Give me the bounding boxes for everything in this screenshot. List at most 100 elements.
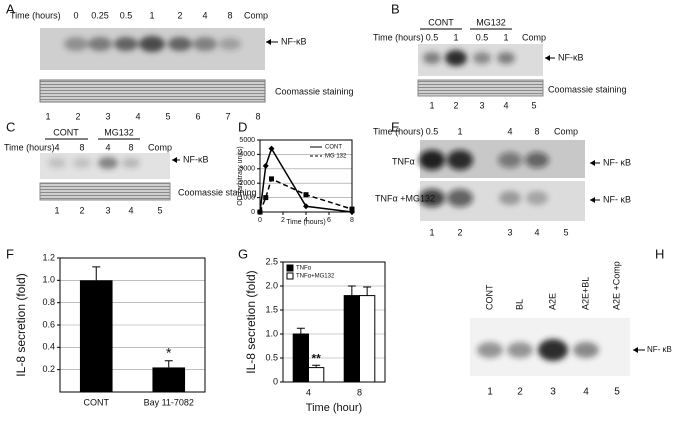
lane-number: 4 — [135, 111, 140, 121]
gel-a — [39, 28, 278, 103]
lane-number: 1 — [429, 100, 434, 110]
y-tick-label: 2.5 — [265, 256, 278, 266]
x-axis-label: Time (hours) — [286, 219, 325, 226]
lane-number: 2 — [457, 227, 462, 237]
lane-label: 4 — [54, 142, 59, 152]
x-tick-label: 2 — [281, 217, 285, 224]
band-label: NF-κB — [281, 36, 307, 46]
bar — [308, 367, 325, 383]
lane-label: 1 — [457, 126, 462, 136]
lane-label: 1 — [503, 32, 508, 42]
error-bar — [164, 360, 173, 368]
lane-number: 4 — [534, 227, 539, 237]
x-axis-label: Time (hour) — [306, 402, 362, 414]
point — [303, 192, 309, 198]
x-tick-label: 4 — [306, 387, 311, 397]
lane-number: 5 — [531, 100, 536, 110]
y-tick-label: 2000 — [239, 180, 255, 187]
lane-number: 8 — [255, 111, 260, 121]
lane-label: 0.5 — [426, 126, 439, 136]
lane-number: 5 — [614, 387, 620, 398]
lane-number: 1 — [45, 111, 50, 121]
panel-letter: H — [655, 246, 664, 261]
bar — [79, 280, 113, 392]
lane-number: 4 — [583, 387, 589, 398]
band-label: NF- κB — [603, 157, 631, 167]
lane-label: Comp — [522, 32, 546, 42]
x-tick-label: CONT — [84, 397, 110, 407]
panel-letter: F — [6, 246, 14, 261]
legend-label: TNFα+MG132 — [296, 274, 335, 280]
lane-label: 4 — [202, 10, 207, 20]
lane-number: 4 — [503, 100, 508, 110]
lane-label: 0.5 — [120, 10, 133, 20]
y-tick-label: 3000 — [239, 166, 255, 173]
panel-letter: E — [391, 119, 400, 134]
x-tick-label: 8 — [357, 387, 362, 397]
y-tick-label: 0 — [251, 209, 255, 216]
band-label: NF-κB — [183, 154, 209, 164]
error-bar — [312, 364, 321, 368]
lane-label: 2 — [177, 10, 182, 20]
error-bar — [347, 285, 356, 296]
lane-number: 3 — [479, 100, 484, 110]
y-tick-label: 0.6 — [42, 319, 55, 329]
lane-number: 3 — [550, 387, 556, 398]
row-label: TNFα — [392, 156, 415, 166]
lane-label: 4 — [105, 142, 110, 152]
lane-number: 2 — [517, 387, 523, 398]
lane-label: 1 — [149, 10, 154, 20]
lane-number: 4 — [128, 205, 133, 215]
lane-label: 0.25 — [91, 10, 109, 20]
time-label: Time (hours) — [4, 142, 55, 152]
lane-label: 8 — [534, 126, 539, 136]
gel-h — [470, 318, 645, 376]
annotation: ** — [311, 351, 321, 365]
lane-label: Comp — [148, 142, 172, 152]
legend-label: MG 132 — [325, 154, 347, 160]
y-tick-label: 0.8 — [42, 297, 55, 307]
legend-swatch — [286, 264, 294, 272]
lane-number: 1 — [429, 227, 434, 237]
y-tick-label: 1.0 — [265, 328, 278, 338]
lane-label: 1 — [453, 32, 458, 42]
x-tick-label: 4 — [304, 217, 308, 224]
lane-number: 3 — [105, 205, 110, 215]
legend-label: TNFα — [296, 266, 312, 272]
lane-number: 1 — [487, 387, 493, 398]
stain-label: Coomassie staining — [178, 187, 257, 197]
point — [262, 162, 269, 169]
annotation: * — [166, 344, 172, 360]
plot-frame — [259, 139, 353, 213]
group-label: MG132 — [476, 17, 506, 27]
y-tick-label: 0.4 — [42, 342, 55, 352]
y-tick-label: 1.0 — [42, 275, 55, 285]
lane-label: Comp — [554, 126, 578, 136]
lane-label: 0.5 — [426, 32, 439, 42]
point — [349, 206, 355, 212]
y-tick-label: 1.2 — [42, 252, 55, 262]
lane-number: 2 — [79, 205, 84, 215]
x-tick-label: 8 — [350, 217, 354, 224]
y-tick-label: 0 — [273, 376, 278, 386]
band-label: NF- κB — [603, 194, 631, 204]
legend-label: CONT — [325, 145, 342, 151]
lane-label: 8 — [227, 10, 232, 20]
lane-label: 8 — [128, 142, 133, 152]
lane-label: 8 — [79, 142, 84, 152]
row-label: TNFα +MG132 — [375, 193, 435, 203]
lane-label: A2E+BL — [580, 277, 590, 310]
panel-letter: A — [6, 1, 15, 16]
time-label: Time (hours) — [10, 10, 61, 20]
lane-label: 4 — [507, 126, 512, 136]
bar — [152, 367, 186, 392]
band-label: NF- κB — [647, 345, 672, 354]
lane-label: 0.5 — [476, 32, 489, 42]
lane-number: 5 — [563, 227, 568, 237]
y-tick-label: 1000 — [239, 194, 255, 201]
stain-label: Coomassie staining — [548, 84, 627, 94]
y-axis-label: IL-8 secretion (fold) — [244, 270, 258, 373]
plot-frame — [59, 257, 206, 393]
error-bar — [92, 266, 101, 281]
